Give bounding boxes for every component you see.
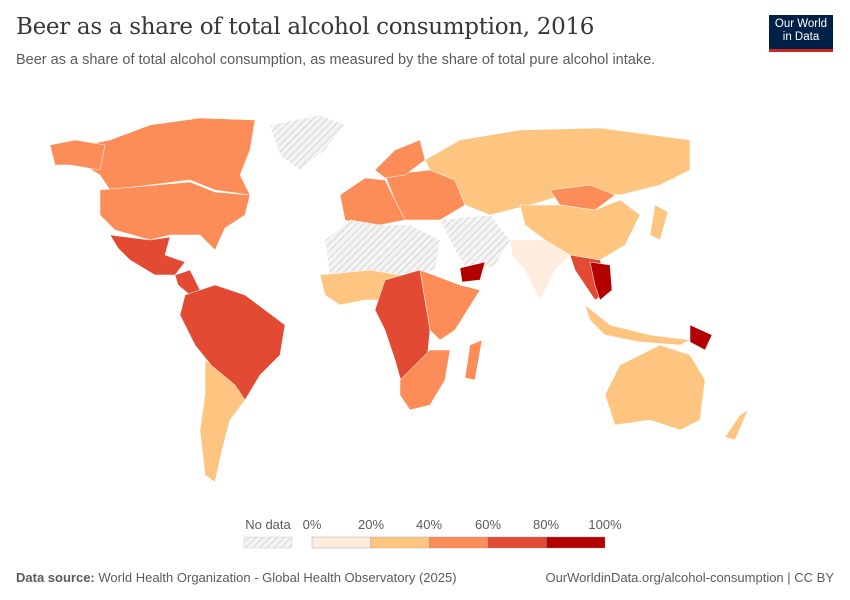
region-usa[interactable] xyxy=(99,181,251,251)
region-alaska[interactable] xyxy=(49,139,106,171)
region-new-zealand[interactable] xyxy=(724,409,749,441)
legend-bar xyxy=(243,536,606,549)
region-southern-africa[interactable] xyxy=(399,349,451,411)
region-india[interactable] xyxy=(509,239,571,301)
owid-logo[interactable]: Our World in Data xyxy=(769,15,833,52)
legend-bin-1[interactable] xyxy=(370,536,430,549)
chart-subtitle: Beer as a share of total alcohol consump… xyxy=(16,52,656,68)
legend-tick: 40% xyxy=(415,517,443,532)
region-mexico[interactable] xyxy=(109,234,186,276)
region-east-africa[interactable] xyxy=(419,269,481,341)
legend-tick: 80% xyxy=(532,517,560,532)
legend-no-data-label: No data xyxy=(245,517,291,532)
region-southern-cone[interactable] xyxy=(199,359,246,483)
legend-bin-3[interactable] xyxy=(487,536,547,549)
region-papua-new-guinea[interactable] xyxy=(689,324,713,351)
world-map xyxy=(49,114,749,483)
region-middle-east[interactable] xyxy=(439,214,511,276)
region-yemen[interactable] xyxy=(459,261,486,283)
legend-tick: 20% xyxy=(357,517,385,532)
region-indonesia[interactable] xyxy=(584,304,691,346)
source-text[interactable]: World Health Organization - Global Healt… xyxy=(98,570,457,585)
legend-bin-4[interactable] xyxy=(546,536,606,549)
region-japan[interactable] xyxy=(649,204,669,241)
legend-bin-2[interactable] xyxy=(429,536,489,549)
region-australia[interactable] xyxy=(604,344,706,431)
footer-url[interactable]: OurWorldinData.org/alcohol-consumption |… xyxy=(545,570,834,585)
legend: No data 0% 20% 40% 60% 80% 100% xyxy=(0,510,850,555)
chart-title: Beer as a share of total alcohol consump… xyxy=(16,14,595,40)
region-russia-central-asia[interactable] xyxy=(424,127,691,216)
data-source: Data source: World Health Organization -… xyxy=(16,570,457,585)
region-greenland[interactable] xyxy=(269,114,346,171)
region-mongolia[interactable] xyxy=(549,184,616,211)
region-madagascar[interactable] xyxy=(464,339,483,381)
legend-tick: 100% xyxy=(588,517,622,532)
legend-bin-0[interactable] xyxy=(311,536,371,549)
region-south-america-north[interactable] xyxy=(179,284,286,401)
legend-tick: 60% xyxy=(474,517,502,532)
source-label: Data source: xyxy=(16,570,95,585)
region-china[interactable] xyxy=(519,199,641,261)
legend-tick: 0% xyxy=(302,517,322,532)
legend-no-data-swatch xyxy=(243,536,293,549)
region-north-africa[interactable] xyxy=(324,219,441,276)
region-vietnam-laos[interactable] xyxy=(589,261,613,301)
